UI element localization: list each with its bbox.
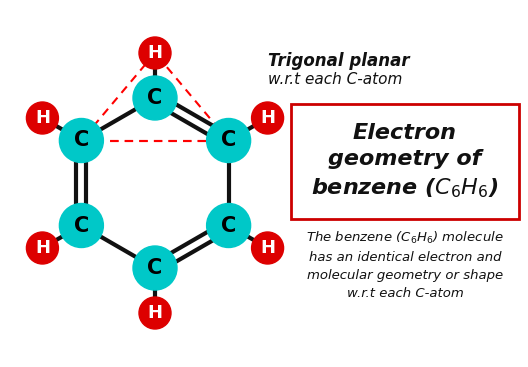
Circle shape bbox=[251, 232, 284, 264]
Circle shape bbox=[139, 37, 171, 69]
Text: C: C bbox=[147, 88, 163, 108]
Circle shape bbox=[206, 119, 251, 163]
Text: H: H bbox=[35, 239, 50, 257]
Circle shape bbox=[133, 76, 177, 120]
Text: C: C bbox=[221, 131, 236, 150]
Text: C: C bbox=[74, 131, 89, 150]
Circle shape bbox=[59, 203, 103, 247]
Circle shape bbox=[251, 102, 284, 134]
Circle shape bbox=[133, 246, 177, 290]
Text: H: H bbox=[35, 109, 50, 127]
Text: w.r.t each C-atom: w.r.t each C-atom bbox=[268, 72, 402, 87]
Text: Trigonal planar: Trigonal planar bbox=[268, 52, 410, 70]
Text: C: C bbox=[74, 215, 89, 236]
Text: H: H bbox=[147, 44, 163, 62]
Text: The benzene ($C_6H_6$) molecule
has an identical electron and
molecular geometry: The benzene ($C_6H_6$) molecule has an i… bbox=[306, 230, 504, 300]
Text: H: H bbox=[260, 239, 275, 257]
Text: Electron
geometry of
benzene ($C_6H_6$): Electron geometry of benzene ($C_6H_6$) bbox=[312, 123, 498, 200]
Circle shape bbox=[139, 297, 171, 329]
Text: C: C bbox=[221, 215, 236, 236]
Circle shape bbox=[26, 232, 59, 264]
Text: H: H bbox=[260, 109, 275, 127]
Text: H: H bbox=[147, 304, 163, 322]
Text: C: C bbox=[147, 258, 163, 278]
Circle shape bbox=[206, 203, 251, 247]
FancyBboxPatch shape bbox=[291, 104, 519, 219]
Circle shape bbox=[59, 119, 103, 163]
Circle shape bbox=[26, 102, 59, 134]
